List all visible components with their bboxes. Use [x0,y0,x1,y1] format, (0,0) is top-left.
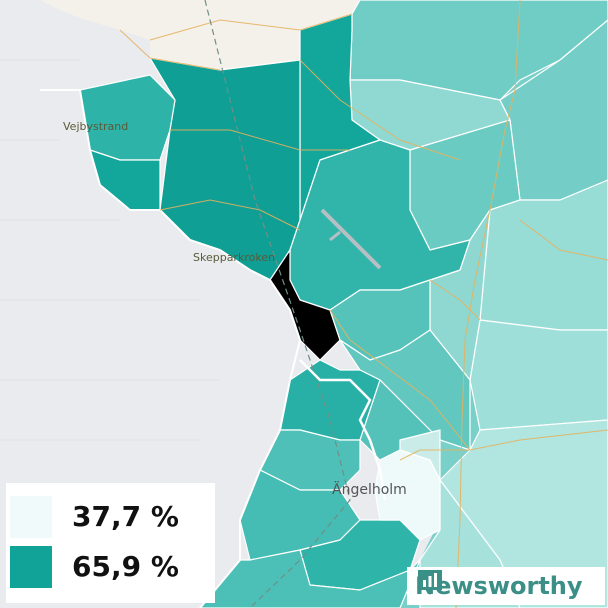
coastline [40,89,302,608]
roads [119,0,608,608]
newsworthy-badge[interactable]: Newsworthy [407,567,605,605]
region-vejbystrand[interactable] [79,74,176,161]
sea-texture [0,59,220,441]
legend-value-max: 65,9 % [72,550,179,583]
legend: 37,7 % 65,9 % [6,483,215,603]
region-angelholm-north[interactable] [399,429,441,481]
region-e-3[interactable] [469,319,608,431]
legend-value-min: 37,7 % [72,500,179,533]
legend-swatch-max [10,546,52,588]
land-outside-north [40,0,360,70]
legend-swatch-min [10,496,52,538]
airport-runway [320,208,382,270]
river [299,359,387,501]
place-label-angelholm: Ängelholm [332,480,407,498]
newsworthy-logo-icon [418,570,442,595]
place-label-vejbystrand: Vejbystrand [63,120,128,133]
place-label-skepparkroken: Skepparkroken [193,251,275,264]
brand-name: Newsworthy [415,572,583,600]
